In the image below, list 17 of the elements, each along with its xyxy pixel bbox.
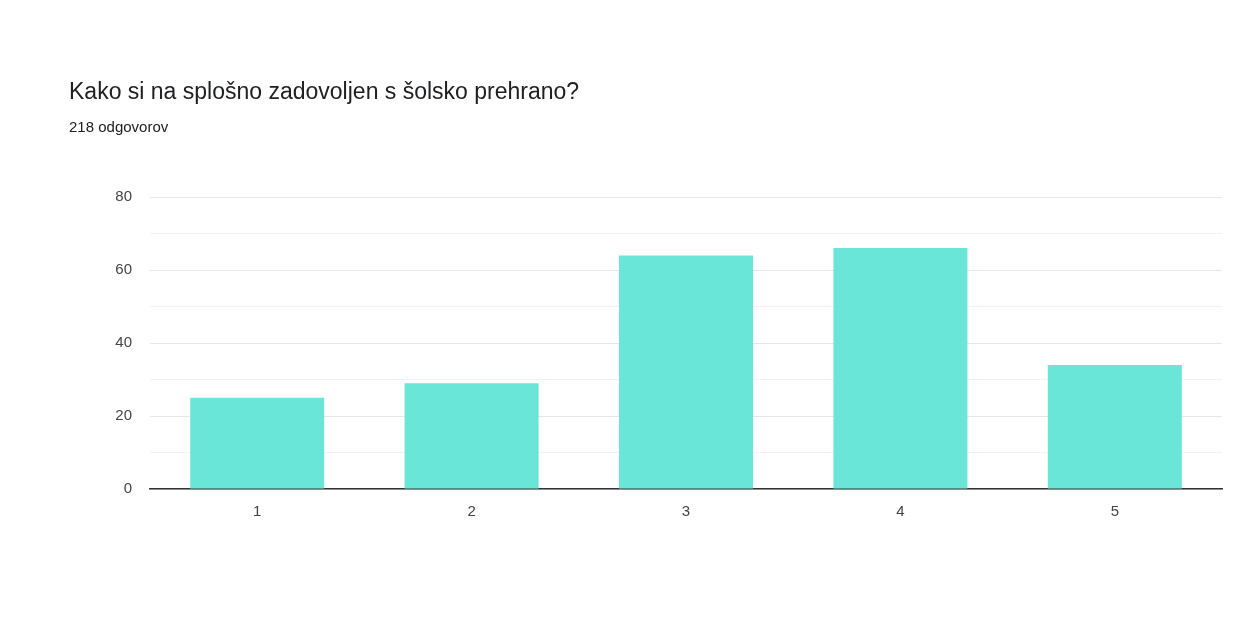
x-tick-label: 5 <box>1110 502 1119 520</box>
y-tick-label: 80 <box>115 187 132 205</box>
bar <box>190 397 325 489</box>
bar <box>833 248 968 489</box>
x-tick-label: 1 <box>253 502 262 520</box>
y-tick-label: 40 <box>115 333 132 351</box>
x-tick-label: 2 <box>467 502 476 520</box>
x-tick-label: 3 <box>681 502 691 520</box>
chart-subtitle: 218 odgovorov <box>69 118 169 135</box>
bar <box>404 383 539 489</box>
bar <box>1047 364 1182 489</box>
y-tick-label: 20 <box>115 406 132 424</box>
y-tick-label: 0 <box>123 479 132 497</box>
chart-title: Kako si na splošno zadovoljen s šolsko prehrano? <box>69 78 580 105</box>
y-tick-label: 60 <box>115 260 132 278</box>
x-tick-label: 4 <box>896 502 905 520</box>
bar <box>619 255 753 489</box>
